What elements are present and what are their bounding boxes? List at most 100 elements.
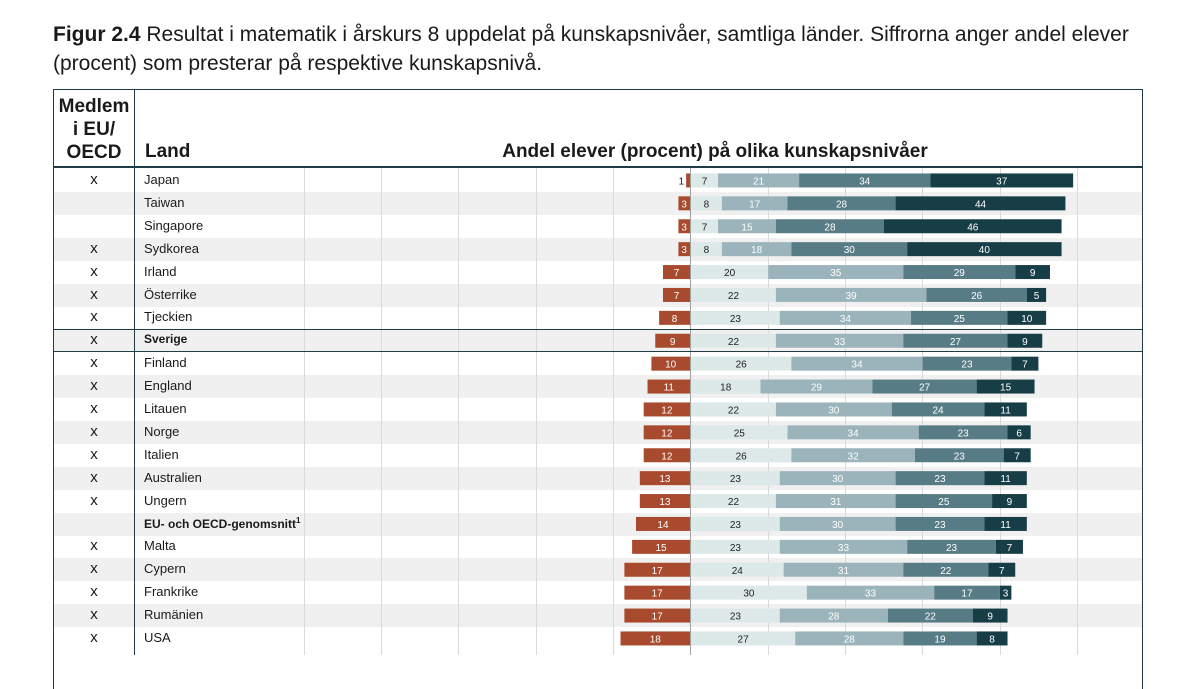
bar-segment-level3 <box>934 585 1000 600</box>
bar-segment-level3 <box>887 608 973 623</box>
data-label: 22 <box>728 405 740 416</box>
data-label: 28 <box>824 222 836 233</box>
bar-segment-level3 <box>903 265 1016 280</box>
data-label: 22 <box>728 497 740 508</box>
data-label: 9 <box>1022 337 1028 348</box>
data-label: 3 <box>681 245 687 256</box>
bar-segment-level0 <box>620 631 690 646</box>
bar-segment-level3 <box>872 379 977 394</box>
data-label: 28 <box>844 634 856 645</box>
country-label: EU- och OECD-genomsnitt1 <box>144 516 300 531</box>
bar-segment-level4 <box>976 631 1008 646</box>
data-label: 35 <box>830 268 842 279</box>
bar-segment-level1 <box>691 287 776 302</box>
country-name: Frankrike <box>144 584 199 600</box>
data-label: 29 <box>811 383 823 394</box>
country-name: Taiwan <box>144 194 185 210</box>
bar-segment-level2 <box>791 448 915 463</box>
data-label: 22 <box>940 566 952 577</box>
bar-segment-level0 <box>639 471 690 486</box>
country-label: Singapore <box>144 218 203 233</box>
member-mark: x <box>90 377 98 395</box>
bar-segment-level1 <box>691 562 784 577</box>
bar-segment-level0 <box>678 242 690 257</box>
data-label: 31 <box>830 497 842 508</box>
gridline <box>1077 168 1078 655</box>
data-label: 9 <box>1007 497 1013 508</box>
data-label: 11 <box>1000 474 1011 485</box>
bar-segment-level3 <box>903 333 1008 348</box>
bar-segment-level4 <box>1007 310 1047 325</box>
data-label: 26 <box>736 451 748 462</box>
data-label: 31 <box>838 566 850 577</box>
footnote-marker: 1 <box>296 515 301 525</box>
bar-segment-level1 <box>691 608 780 623</box>
gridline <box>536 168 537 655</box>
data-label: 12 <box>661 451 673 462</box>
data-label: 3 <box>681 199 687 210</box>
bar-segment-level1 <box>691 448 792 463</box>
bar-segment-level4 <box>984 471 1027 486</box>
data-label: 8 <box>704 245 710 256</box>
data-label: 11 <box>1000 520 1011 531</box>
data-label: 22 <box>728 291 740 302</box>
bar-segment-level4 <box>972 608 1008 623</box>
data-label: 8 <box>704 199 710 210</box>
data-label: 19 <box>934 634 946 645</box>
country-label: Tjeckien <box>144 309 192 324</box>
data-label: 17 <box>749 199 761 210</box>
country-name: England <box>144 378 192 394</box>
bar-segment-level1 <box>691 402 776 417</box>
member-mark: x <box>90 468 98 486</box>
data-label: 23 <box>730 474 742 485</box>
bar-segment-level1 <box>691 539 780 554</box>
header-land: Land <box>145 141 191 162</box>
bar-segment-level3 <box>914 448 1004 463</box>
data-label: 40 <box>979 245 991 256</box>
country-label: Malta <box>144 538 176 553</box>
data-label: 17 <box>961 589 973 600</box>
data-label: 34 <box>848 428 860 439</box>
bar-segment-level4 <box>895 196 1066 211</box>
bar-segment-level4 <box>1015 265 1050 280</box>
data-label: 17 <box>652 589 664 600</box>
bar-segment-level2 <box>760 379 873 394</box>
member-mark: x <box>90 583 98 601</box>
data-label: 15 <box>741 222 753 233</box>
member-mark: x <box>90 491 98 509</box>
data-label: 6 <box>1016 428 1022 439</box>
bar-segment-level4 <box>995 539 1023 554</box>
data-label: 37 <box>996 176 1008 187</box>
bar-segment-level3 <box>903 631 977 646</box>
data-label: 23 <box>730 543 742 554</box>
bar-segment-level0 <box>643 448 690 463</box>
data-label: 9 <box>987 612 993 623</box>
data-label: 20 <box>724 268 736 279</box>
data-label: 17 <box>652 566 664 577</box>
bar-segment-level2 <box>787 425 919 440</box>
country-name: Österrike <box>144 286 197 302</box>
bar-segment-level2 <box>768 265 904 280</box>
data-label: 30 <box>828 405 840 416</box>
data-label: 23 <box>730 612 742 623</box>
bar-segment-level4 <box>988 562 1016 577</box>
member-mark: x <box>90 422 98 440</box>
country-name: Italien <box>144 446 179 462</box>
data-label: 7 <box>1007 543 1013 554</box>
data-label: 27 <box>919 383 931 394</box>
data-label: 39 <box>846 291 858 302</box>
country-label: Taiwan <box>144 195 184 210</box>
country-label: Frankrike <box>144 584 198 599</box>
member-mark: x <box>90 239 98 257</box>
bar-segment-level2 <box>791 356 923 371</box>
header-chart: Andel elever (procent) på olika kunskaps… <box>502 141 928 162</box>
figure-caption-text: Resultat i matematik i årskurs 8 uppdela… <box>53 23 1129 75</box>
country-label: England <box>144 378 192 393</box>
country-name: Singapore <box>144 217 204 233</box>
country-name: EU- och OECD-genomsnitt <box>144 516 296 531</box>
gridline <box>304 168 305 655</box>
data-label: 30 <box>832 474 844 485</box>
data-label: 21 <box>753 176 765 187</box>
bar-segment-level3 <box>903 562 989 577</box>
member-mark: x <box>90 308 98 326</box>
